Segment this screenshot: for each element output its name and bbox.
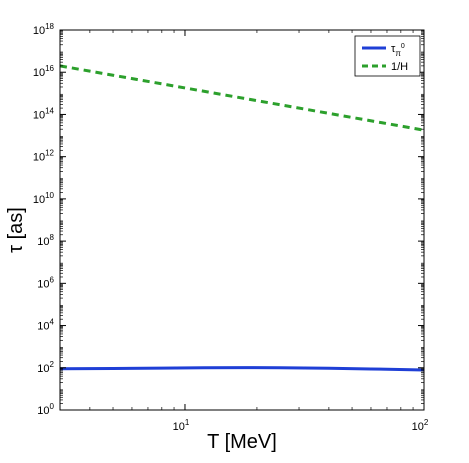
- y-tick-label-exponent: 8: [50, 233, 55, 242]
- y-tick-label: 106: [37, 275, 54, 290]
- series-line-1: [59, 366, 425, 372]
- legend-label-series-1-sub: π: [395, 49, 401, 58]
- x-tick-label-base: 10: [412, 421, 424, 433]
- legend-label-series-1: τπ0: [391, 43, 405, 58]
- series-layer: [59, 64, 425, 372]
- y-tick-label-base: 10: [33, 194, 45, 206]
- x-tick-label-exponent: 2: [424, 418, 429, 427]
- y-tick-label-base: 10: [33, 25, 45, 37]
- x-tick-label-base: 10: [173, 421, 185, 433]
- y-tick-label: 1014: [33, 106, 55, 121]
- y-tick-label-exponent: 16: [45, 64, 54, 73]
- y-tick-label-exponent: 6: [50, 275, 55, 284]
- x-tick-label: 101: [173, 418, 190, 433]
- y-tick-label: 108: [37, 233, 54, 248]
- y-tick-label-base: 10: [33, 67, 45, 79]
- y-tick-label-exponent: 2: [50, 360, 55, 369]
- y-tick-label-base: 10: [33, 109, 45, 121]
- plot-frame: [59, 29, 425, 411]
- y-tick-label: 1010: [33, 191, 55, 206]
- legend-label-series-1-sup: 0: [401, 43, 405, 50]
- x-tick-label: 102: [412, 418, 429, 433]
- y-tick-label-exponent: 4: [50, 318, 55, 327]
- y-tick-label: 104: [37, 318, 54, 333]
- y-tick-label-base: 10: [37, 321, 49, 333]
- y-tick-label: 102: [37, 360, 54, 375]
- y-tick-label-base: 10: [37, 405, 49, 417]
- legend-label-series-2: 1/H: [391, 61, 408, 73]
- y-tick-label: 1012: [33, 149, 55, 164]
- y-axis-label: τ [as]: [5, 207, 27, 253]
- y-tick-label-exponent: 12: [45, 149, 54, 158]
- y-tick-label-exponent: 0: [50, 402, 55, 411]
- y-tick-label: 100: [37, 402, 54, 417]
- x-axis-label: T [MeV]: [207, 431, 277, 453]
- y-tick-label: 1016: [33, 64, 55, 79]
- y-tick-label-exponent: 18: [45, 22, 54, 31]
- y-tick-label-exponent: 10: [45, 191, 54, 200]
- legend: τπ0 1/H: [354, 35, 421, 77]
- y-tick-label-base: 10: [37, 236, 49, 248]
- y-tick-label-base: 10: [37, 363, 49, 375]
- y-tick-label-base: 10: [37, 278, 49, 290]
- x-tick-label-exponent: 1: [185, 418, 190, 427]
- legend-box: [354, 35, 421, 77]
- y-tick-label-base: 10: [33, 152, 45, 164]
- y-tick-label: 1018: [33, 22, 55, 37]
- y-tick-label-exponent: 14: [45, 106, 54, 115]
- legend-label-series-1-main: τ: [391, 43, 396, 55]
